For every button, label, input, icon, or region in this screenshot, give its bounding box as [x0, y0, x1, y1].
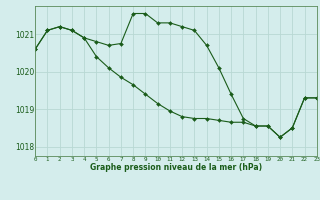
- X-axis label: Graphe pression niveau de la mer (hPa): Graphe pression niveau de la mer (hPa): [90, 163, 262, 172]
